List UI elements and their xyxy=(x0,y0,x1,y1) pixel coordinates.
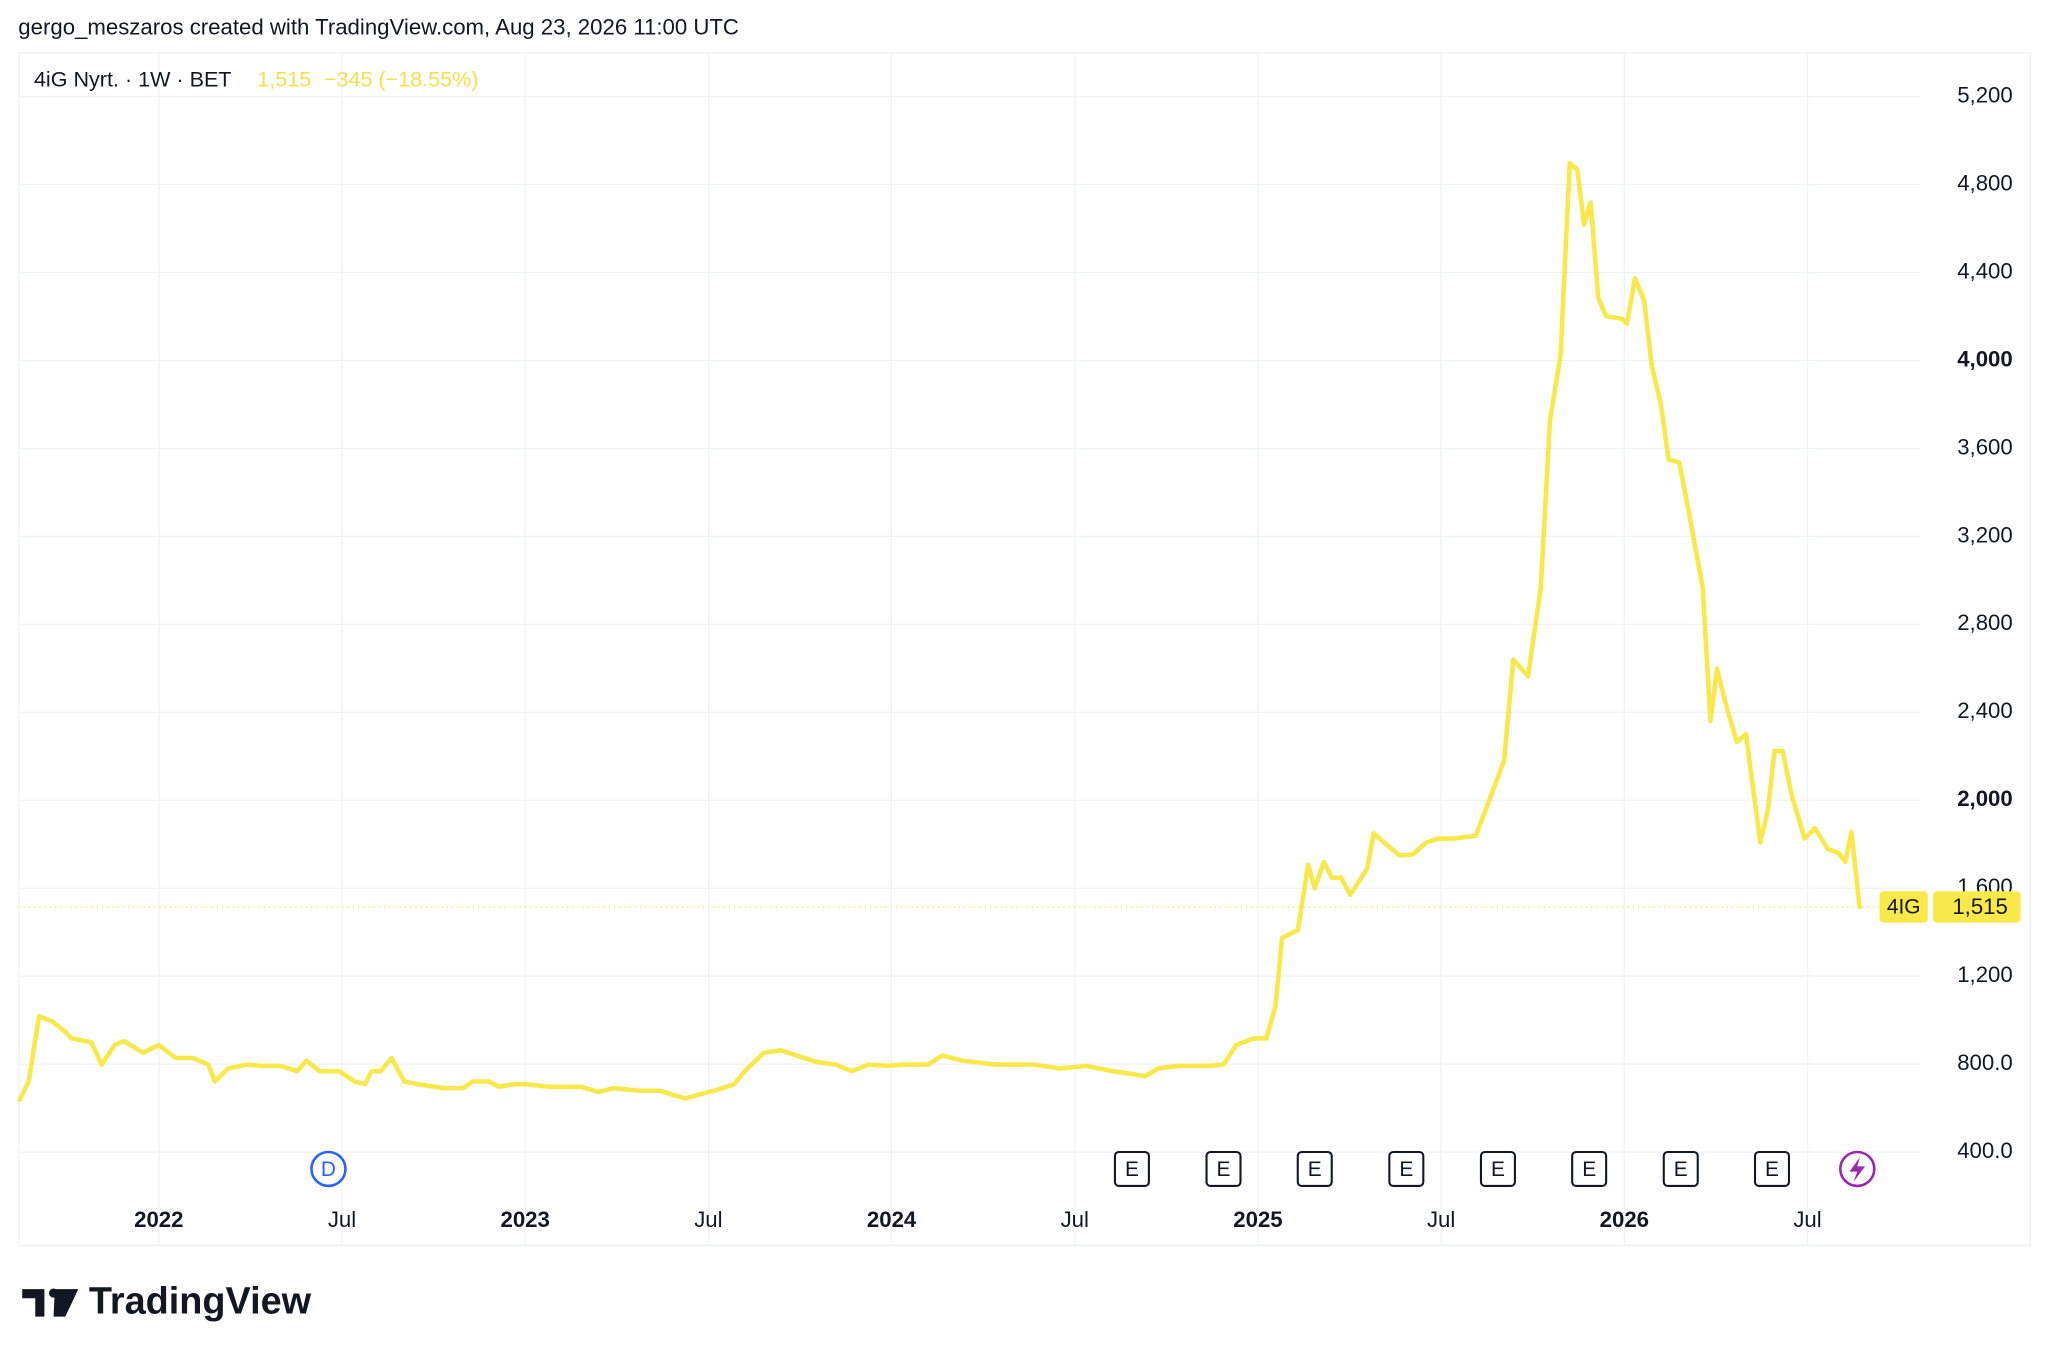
marker-label: E xyxy=(1399,1158,1413,1181)
x-tick-label: Jul xyxy=(1793,1207,1821,1232)
earnings-marker xyxy=(1479,1150,1516,1188)
price-tag: 1,515 xyxy=(1952,894,2008,919)
x-tick-label: Jul xyxy=(1427,1207,1455,1232)
marker-label: E xyxy=(1491,1158,1505,1181)
y-tick-label: 4,000 xyxy=(1957,346,2013,371)
earnings-marker xyxy=(1388,1150,1425,1188)
y-tick-label: 2,400 xyxy=(1957,698,2013,723)
legend-title: 4iG Nyrt. · 1W · BET xyxy=(34,67,232,92)
logo-text: TradingView xyxy=(89,1281,312,1323)
marker-label: E xyxy=(1582,1158,1596,1181)
marker-label: E xyxy=(1125,1158,1139,1181)
earnings-marker xyxy=(1662,1150,1699,1188)
y-tick-label: 2,000 xyxy=(1957,786,2013,811)
symbol-tag: 4IG xyxy=(1887,896,1921,919)
marker-label: E xyxy=(1765,1158,1779,1181)
y-tick-label: 1,200 xyxy=(1957,962,2013,987)
marker-label: E xyxy=(1674,1158,1688,1181)
x-tick-label: Jul xyxy=(694,1207,722,1232)
y-tick-label: 2,800 xyxy=(1957,610,2013,635)
earnings-marker xyxy=(1113,1150,1150,1188)
legend-last: 1,515 xyxy=(257,67,311,92)
price-tag-bg xyxy=(1933,891,2021,923)
symbol-tag-bg xyxy=(1879,891,1928,923)
marker-label: E xyxy=(1308,1158,1322,1181)
y-tick-label: 4,800 xyxy=(1957,170,2013,195)
y-tick-label: 4,400 xyxy=(1957,258,2013,283)
marker-label: D xyxy=(321,1158,336,1181)
legend-change: −345 (−18.55%) xyxy=(324,67,479,92)
x-tick-label: 2026 xyxy=(1600,1207,1649,1232)
price-line xyxy=(17,161,1862,1103)
y-tick-label: 3,600 xyxy=(1957,434,2013,459)
plot xyxy=(17,161,1920,1103)
earnings-marker xyxy=(1571,1150,1608,1188)
earnings-marker xyxy=(1753,1150,1791,1188)
dividend-marker xyxy=(310,1150,347,1188)
logo: TradingView xyxy=(22,1281,312,1323)
y-tick-label: 3,200 xyxy=(1957,522,2013,547)
grid xyxy=(18,53,1920,1245)
y-tick-label: 400.0 xyxy=(1957,1138,2013,1163)
earnings-marker xyxy=(1205,1150,1242,1188)
x-tick-label: Jul xyxy=(328,1207,356,1232)
header: gergo_meszaros created with TradingView.… xyxy=(18,15,739,40)
y-tick-label: 800.0 xyxy=(1957,1050,2013,1075)
x-tick-label: Jul xyxy=(1061,1207,1089,1232)
x-tick-label: 2022 xyxy=(134,1207,183,1232)
marker-label: E xyxy=(1217,1158,1231,1181)
lightning-marker xyxy=(1839,1150,1876,1188)
chart-frame xyxy=(18,52,2032,1247)
x-tick-label: 2023 xyxy=(501,1207,550,1232)
earnings-marker xyxy=(1296,1150,1333,1188)
y-tick-label: 5,200 xyxy=(1957,83,2013,108)
x-tick-label: 2024 xyxy=(867,1207,917,1232)
x-tick-label: 2025 xyxy=(1233,1207,1282,1232)
